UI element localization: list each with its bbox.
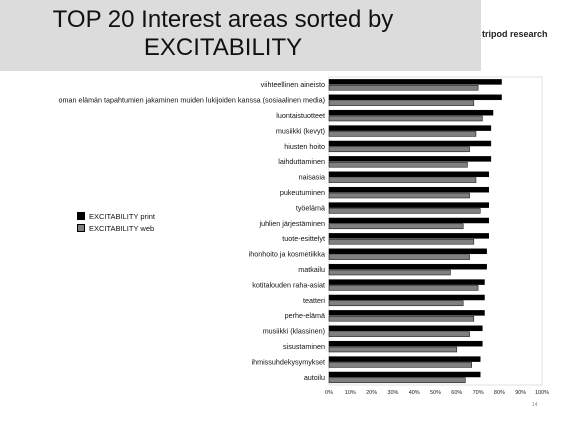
legend-item-web: EXCITABILITY web — [77, 222, 155, 234]
bar-print — [328, 325, 483, 332]
category-label: työelämä — [296, 203, 325, 212]
bar-web — [328, 115, 483, 122]
category-label: ihmissuhdekysymykset — [252, 357, 326, 366]
bar-print — [328, 233, 489, 239]
bar-web — [328, 377, 466, 384]
category-label: luontaistuotteet — [276, 111, 325, 120]
bar-web — [328, 285, 479, 291]
bar-print — [328, 171, 489, 178]
category-label: juhlien järjestäminen — [258, 219, 325, 228]
category-label: matkailu — [298, 265, 325, 274]
bar-print — [328, 294, 485, 301]
bar-print — [328, 186, 489, 193]
x-tick-label: 10% — [345, 390, 356, 396]
category-label: kotitalouden raha-asiat — [252, 280, 325, 289]
legend-swatch-print — [77, 212, 85, 220]
category-label: naisasia — [299, 173, 325, 182]
bar-print — [328, 125, 492, 131]
bar-web — [328, 223, 464, 230]
category-label: perhe-elämä — [285, 311, 325, 320]
category-label: musiikki (kevyt) — [276, 126, 325, 135]
category-label: teatteri — [303, 296, 325, 305]
title-line-2: EXCITABILITY — [143, 34, 303, 61]
bar-web — [328, 192, 470, 199]
bar-print — [328, 156, 492, 162]
page-number: 14 — [532, 402, 538, 408]
legend-swatch-web — [77, 224, 85, 232]
x-tick-label: 70% — [473, 390, 484, 396]
x-tick-label: 30% — [387, 390, 398, 396]
x-tick-label: 80% — [494, 390, 505, 396]
brand-logo-text: tripod research — [482, 29, 548, 39]
x-tick-label: 90% — [515, 390, 526, 396]
x-tick-label: 20% — [366, 390, 377, 396]
bar-print — [328, 356, 481, 362]
bar-print — [328, 94, 502, 101]
page-title: TOP 20 Interest areas sorted by EXCITABI… — [0, 6, 446, 62]
category-label: hiusten hoito — [284, 142, 325, 151]
bar-web — [328, 362, 472, 368]
legend-label-web: EXCITABILITY web — [89, 223, 155, 233]
bar-web — [328, 346, 458, 353]
bar-web — [328, 161, 468, 168]
bar-web — [328, 177, 477, 183]
plot-area — [328, 76, 543, 386]
category-label: viihteellinen aineisto — [261, 80, 325, 89]
bar-web — [328, 254, 470, 260]
category-label: musiikki (klassinen) — [263, 327, 325, 336]
category-label: pukeutuminen — [280, 188, 325, 197]
bar-web — [328, 300, 464, 307]
category-label: ihonhoito ja kosmetiikka — [249, 250, 325, 259]
bar-web — [328, 84, 479, 91]
x-tick-label: 50% — [430, 390, 441, 396]
bar-print — [328, 79, 502, 85]
category-label: oman elämän tapahtumien jakaminen muiden… — [59, 96, 326, 105]
category-label: autoilu — [304, 373, 325, 382]
x-tick-label: 40% — [409, 390, 420, 396]
x-tick-label: 0% — [325, 390, 333, 396]
legend-item-print: EXCITABILITY print — [77, 210, 155, 222]
bar-web — [328, 269, 451, 276]
bar-web — [328, 208, 481, 214]
title-box: TOP 20 Interest areas sorted by EXCITABI… — [0, 0, 481, 71]
bar-web — [328, 131, 477, 137]
bar-print — [328, 140, 492, 147]
bar-print — [328, 217, 489, 224]
bar-print — [328, 109, 494, 116]
bar-print — [328, 371, 481, 378]
x-tick-label: 100% — [535, 390, 549, 396]
bar-web — [328, 146, 470, 153]
category-label: tuote-esittelyt — [282, 234, 325, 243]
bar-web — [328, 331, 470, 337]
bar-web — [328, 315, 475, 322]
bar-print — [328, 263, 487, 270]
category-label: laihduttaminen — [278, 157, 325, 166]
bar-print — [328, 340, 483, 347]
x-tick-label: 60% — [451, 390, 462, 396]
legend-label-print: EXCITABILITY print — [89, 211, 155, 221]
bar-print — [328, 248, 487, 255]
bar-web — [328, 100, 475, 106]
bar-print — [328, 310, 485, 316]
title-line-1: TOP 20 Interest areas sorted by — [52, 6, 394, 33]
legend: EXCITABILITY print EXCITABILITY web — [77, 210, 155, 234]
category-label: sisustaminen — [283, 342, 325, 351]
bar-print — [328, 202, 489, 208]
bar-print — [328, 279, 485, 285]
bar-web — [328, 238, 475, 245]
